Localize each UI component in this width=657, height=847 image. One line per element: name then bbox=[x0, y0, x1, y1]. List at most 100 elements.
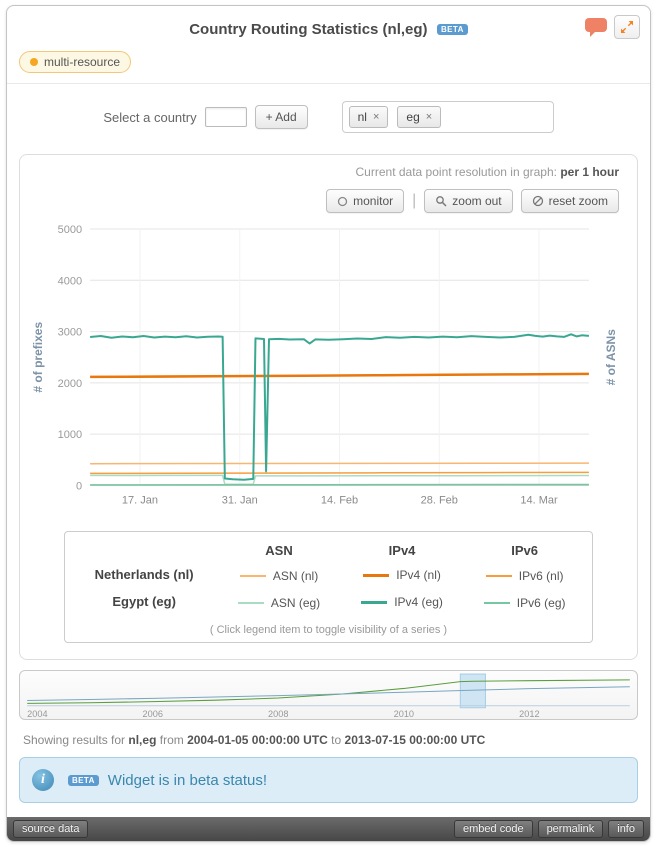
fullscreen-icon bbox=[620, 20, 634, 34]
legend-col-ipv6: IPv6 bbox=[463, 540, 586, 561]
svg-text:2004: 2004 bbox=[27, 708, 47, 718]
info-button[interactable]: info bbox=[608, 820, 644, 838]
info-icon: i bbox=[32, 769, 54, 791]
legend-note: ( Click legend item to toggle visibility… bbox=[71, 624, 586, 636]
banner-text: Widget is in beta status! bbox=[108, 772, 267, 789]
legend-row-label: Netherlands (nl) bbox=[71, 561, 217, 588]
legend-item-label: ASN (nl) bbox=[273, 569, 318, 583]
svg-text:3000: 3000 bbox=[58, 327, 82, 339]
timeline-navigator[interactable]: 20042006200820102012 bbox=[19, 670, 638, 721]
legend-row-label: Egypt (eg) bbox=[71, 588, 217, 615]
fullscreen-button[interactable] bbox=[614, 15, 640, 39]
legend-row-eg: Egypt (eg) ASN (eg) IPv4 (eg) IPv6 (eg) bbox=[71, 588, 586, 615]
navigator-chart[interactable]: 20042006200820102012 bbox=[22, 672, 635, 719]
legend-col-asn: ASN bbox=[217, 540, 341, 561]
svg-text:# of prefixes: # of prefixes bbox=[31, 322, 45, 393]
legend-swatch bbox=[238, 602, 264, 604]
monitor-icon bbox=[337, 196, 348, 207]
status-to-word: to bbox=[328, 733, 345, 747]
monitor-label: monitor bbox=[353, 194, 393, 208]
chart-toolbar: monitor | zoom out reset zoom bbox=[28, 189, 619, 213]
legend-table: ASN IPv4 IPv6 Netherlands (nl) ASN (nl) … bbox=[71, 540, 586, 615]
svg-text:0: 0 bbox=[76, 480, 82, 492]
footer-right-buttons: embed code permalink info bbox=[454, 820, 644, 838]
legend-item-label: IPv4 (nl) bbox=[396, 568, 441, 582]
zoom-out-label: zoom out bbox=[452, 194, 501, 208]
orange-dot-icon bbox=[30, 58, 38, 66]
svg-text:28. Feb: 28. Feb bbox=[421, 494, 458, 506]
info-banner: i BETA Widget is in beta status! bbox=[19, 757, 638, 803]
source-data-button[interactable]: source data bbox=[13, 820, 88, 838]
legend-swatch bbox=[484, 602, 510, 604]
legend-item-ipv6-nl[interactable]: IPv6 (nl) bbox=[486, 569, 564, 583]
main-chart[interactable]: 01000200030004000500017. Jan31. Jan14. F… bbox=[28, 215, 629, 521]
multi-resource-chip[interactable]: multi-resource bbox=[19, 51, 131, 73]
banner-beta-badge: BETA bbox=[68, 775, 99, 786]
reset-zoom-label: reset zoom bbox=[549, 194, 608, 208]
legend-item-label: ASN (eg) bbox=[271, 596, 320, 610]
header-icons bbox=[584, 15, 640, 39]
toolbar-separator: | bbox=[412, 192, 416, 210]
legend-box: ASN IPv4 IPv6 Netherlands (nl) ASN (nl) … bbox=[64, 531, 593, 643]
status-start-time: 2004-01-05 00:00:00 UTC bbox=[187, 733, 328, 747]
resource-tag-nl[interactable]: nl × bbox=[349, 106, 389, 128]
legend-item-ipv4-nl[interactable]: IPv4 (nl) bbox=[363, 568, 441, 582]
speech-bubble-icon bbox=[584, 17, 608, 38]
legend-item-label: IPv6 (eg) bbox=[517, 596, 566, 610]
add-button[interactable]: + Add bbox=[255, 105, 308, 129]
svg-text:4000: 4000 bbox=[58, 275, 82, 287]
monitor-button[interactable]: monitor bbox=[326, 189, 404, 213]
resource-tag-label: nl bbox=[358, 110, 367, 124]
legend-col-ipv4: IPv4 bbox=[341, 540, 464, 561]
embed-code-button[interactable]: embed code bbox=[454, 820, 533, 838]
status-end-time: 2013-07-15 00:00:00 UTC bbox=[345, 733, 486, 747]
chart-panel: Current data point resolution in graph: … bbox=[19, 154, 638, 660]
zoom-out-button[interactable]: zoom out bbox=[424, 189, 512, 213]
legend-item-label: IPv6 (nl) bbox=[519, 569, 564, 583]
resource-box[interactable]: nl × eg × bbox=[342, 101, 554, 133]
legend-item-ipv6-eg[interactable]: IPv6 (eg) bbox=[484, 596, 566, 610]
country-input[interactable] bbox=[205, 107, 247, 127]
controls-row: Select a country + Add nl × eg × bbox=[7, 84, 650, 150]
status-text: Showing results for nl,eg from 2004-01-0… bbox=[23, 733, 634, 747]
resource-tag-label: eg bbox=[406, 110, 419, 124]
add-button-label: + Add bbox=[266, 110, 297, 124]
svg-text:14. Feb: 14. Feb bbox=[321, 494, 358, 506]
svg-text:# of ASNs: # of ASNs bbox=[604, 329, 618, 386]
legend-swatch bbox=[240, 575, 266, 577]
status-from-word: from bbox=[156, 733, 187, 747]
legend-item-asn-eg[interactable]: ASN (eg) bbox=[238, 596, 320, 610]
legend-swatch bbox=[486, 575, 512, 577]
beta-badge: BETA bbox=[437, 24, 468, 35]
page-title: Country Routing Statistics (nl,eg) bbox=[189, 21, 427, 38]
legend-item-ipv4-eg[interactable]: IPv4 (eg) bbox=[361, 595, 443, 609]
multi-resource-label: multi-resource bbox=[44, 55, 120, 69]
footer-bar: source data embed code permalink info bbox=[7, 817, 650, 841]
feedback-bubble-button[interactable] bbox=[584, 17, 608, 38]
resolution-prefix: Current data point resolution in graph: bbox=[356, 165, 561, 179]
remove-tag-icon[interactable]: × bbox=[426, 111, 432, 123]
permalink-button[interactable]: permalink bbox=[538, 820, 604, 838]
resolution-text: Current data point resolution in graph: … bbox=[28, 165, 629, 179]
legend-swatch bbox=[361, 601, 387, 604]
legend-swatch bbox=[363, 574, 389, 577]
chip-row: multi-resource bbox=[19, 51, 638, 73]
reset-zoom-button[interactable]: reset zoom bbox=[521, 189, 619, 213]
svg-text:2012: 2012 bbox=[519, 708, 539, 718]
legend-col-empty bbox=[71, 540, 217, 561]
svg-text:2000: 2000 bbox=[58, 378, 82, 390]
resource-tag-eg[interactable]: eg × bbox=[397, 106, 441, 128]
legend-item-asn-nl[interactable]: ASN (nl) bbox=[240, 569, 318, 583]
resolution-value: per 1 hour bbox=[560, 165, 619, 179]
reset-zoom-icon bbox=[532, 195, 544, 207]
svg-text:14. Mar: 14. Mar bbox=[520, 494, 558, 506]
svg-text:1000: 1000 bbox=[58, 429, 82, 441]
svg-text:5000: 5000 bbox=[58, 224, 82, 236]
legend-item-label: IPv4 (eg) bbox=[394, 595, 443, 609]
svg-text:2008: 2008 bbox=[268, 708, 288, 718]
svg-text:31. Jan: 31. Jan bbox=[222, 494, 258, 506]
svg-text:2006: 2006 bbox=[143, 708, 163, 718]
remove-tag-icon[interactable]: × bbox=[373, 111, 379, 123]
title-row: Country Routing Statistics (nl,eg) BETA bbox=[19, 16, 638, 39]
country-routing-statistics-widget: Country Routing Statistics (nl,eg) BETA … bbox=[6, 5, 651, 842]
